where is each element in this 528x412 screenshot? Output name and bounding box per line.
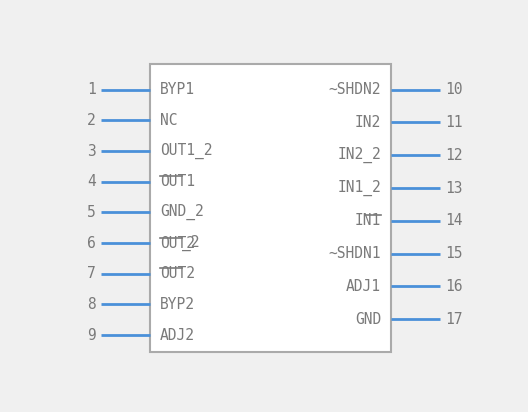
Text: 6: 6 (87, 236, 96, 250)
Text: IN2: IN2 (355, 115, 381, 130)
Text: 10: 10 (445, 82, 463, 97)
Text: GND_2: GND_2 (160, 204, 204, 220)
Text: ADJ1: ADJ1 (346, 279, 381, 294)
Text: 5: 5 (87, 205, 96, 220)
Text: 7: 7 (87, 266, 96, 281)
Text: _2: _2 (182, 235, 200, 251)
Text: 13: 13 (445, 180, 463, 196)
Text: 9: 9 (87, 328, 96, 343)
Text: 2: 2 (87, 113, 96, 128)
Text: IN2_2: IN2_2 (337, 147, 381, 164)
Text: IN1: IN1 (355, 213, 381, 228)
Text: OUT1_2: OUT1_2 (160, 143, 213, 159)
Text: OUT2: OUT2 (160, 236, 195, 250)
Text: BYP1: BYP1 (160, 82, 195, 97)
Bar (150, 64, 391, 352)
Text: NC: NC (160, 113, 177, 128)
Text: ~SHDN1: ~SHDN1 (328, 246, 381, 261)
Text: 4: 4 (87, 174, 96, 189)
Text: OUT2: OUT2 (160, 266, 195, 281)
Text: 1: 1 (87, 82, 96, 97)
Text: BYP2: BYP2 (160, 297, 195, 312)
Text: IN1_2: IN1_2 (337, 180, 381, 196)
Text: ~SHDN2: ~SHDN2 (328, 82, 381, 97)
Text: 16: 16 (445, 279, 463, 294)
Text: GND: GND (355, 312, 381, 327)
Text: ADJ2: ADJ2 (160, 328, 195, 343)
Text: 12: 12 (445, 148, 463, 163)
Text: 11: 11 (445, 115, 463, 130)
Text: 15: 15 (445, 246, 463, 261)
Text: 14: 14 (445, 213, 463, 228)
Text: 3: 3 (87, 143, 96, 159)
Text: OUT1: OUT1 (160, 174, 195, 189)
Text: 17: 17 (445, 312, 463, 327)
Text: 8: 8 (87, 297, 96, 312)
